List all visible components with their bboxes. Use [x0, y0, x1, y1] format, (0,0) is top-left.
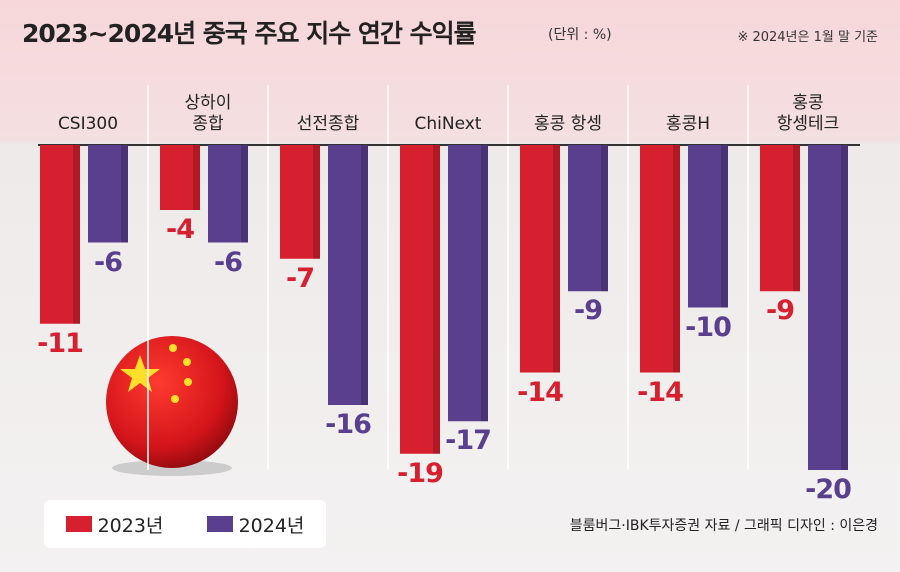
flag-stars: [120, 344, 192, 403]
value-label: -16: [325, 409, 372, 440]
source: 블룸버그·IBK투자증권 자료 / 그래픽 디자인 : 이은경: [569, 518, 878, 534]
x-tick-label: 선전종합: [296, 114, 360, 134]
value-label: -14: [637, 376, 684, 408]
bar-shade: [721, 145, 728, 308]
bar: [760, 145, 800, 292]
x-tick-label: 홍콩 항셍테크: [776, 93, 840, 134]
bar: [568, 145, 608, 292]
legend-swatch: [206, 516, 233, 532]
x-tick-label: 홍콩H: [665, 114, 711, 134]
bar: [328, 145, 368, 405]
bar-shade: [481, 145, 488, 422]
bar-shade: [433, 145, 440, 454]
bar-shade: [601, 145, 608, 292]
bar-shade: [841, 145, 848, 470]
bar: [640, 145, 680, 373]
bar: [520, 145, 560, 373]
bar-shade: [73, 145, 80, 324]
bar: [88, 145, 128, 243]
value-label: -7: [286, 262, 315, 294]
bar-shade: [193, 145, 200, 210]
bar-shade: [553, 145, 560, 373]
value-label: -17: [445, 425, 492, 457]
legend-item: 2023년: [65, 511, 164, 538]
value-label: -20: [805, 474, 852, 505]
legend-swatch: [65, 516, 92, 532]
bar-shade: [793, 145, 800, 292]
value-label: -9: [766, 295, 795, 327]
china-flag: [106, 336, 238, 468]
legend-label: 2024년: [238, 514, 305, 537]
value-label: -9: [574, 295, 603, 327]
value-label: -11: [37, 327, 84, 359]
bar: [40, 145, 80, 324]
bar: [280, 145, 320, 259]
chart-title: 2023~2024년 중국 주요 지수 연간 수익률: [22, 19, 477, 48]
value-label: -6: [94, 246, 123, 278]
bar-shade: [313, 145, 320, 259]
note: ※ 2024년은 1월 말 기준: [737, 30, 878, 45]
x-tick-label: CSI300: [57, 114, 119, 134]
value-label: -19: [397, 457, 444, 489]
value-label: -14: [517, 376, 564, 408]
bar-shade: [241, 145, 248, 243]
bar: [808, 145, 848, 470]
legend-item: 2024년: [206, 511, 305, 538]
x-tick-label: 홍콩 항셍: [534, 114, 602, 134]
bar-shade: [361, 145, 368, 405]
bar-shade: [121, 145, 128, 243]
bar: [160, 145, 200, 210]
bar: [448, 145, 488, 422]
value-label: -6: [214, 246, 243, 278]
legend: 2023년 2024년: [44, 500, 326, 548]
bar-shade: [673, 145, 680, 373]
legend-label: 2023년: [97, 514, 164, 537]
unit: (단위 : %): [548, 27, 612, 43]
bar: [688, 145, 728, 308]
bar: [208, 145, 248, 243]
x-tick-label: ChiNext: [414, 114, 482, 134]
value-label: -4: [166, 214, 195, 245]
value-label: -10: [685, 311, 732, 343]
x-tick-label: 상하이 종합: [184, 93, 232, 134]
bar: [400, 145, 440, 454]
